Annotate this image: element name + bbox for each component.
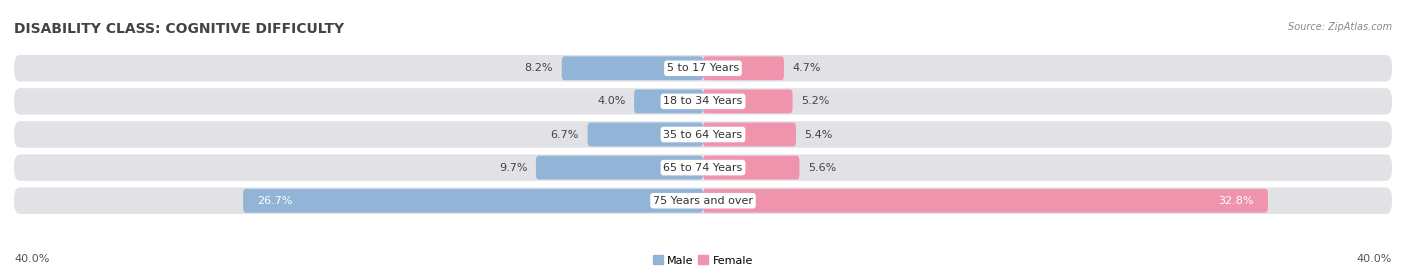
Text: 4.7%: 4.7% [793, 63, 821, 73]
Text: 8.2%: 8.2% [524, 63, 553, 73]
FancyBboxPatch shape [14, 187, 1392, 214]
Text: 75 Years and over: 75 Years and over [652, 196, 754, 206]
FancyBboxPatch shape [703, 189, 1268, 213]
Text: 5.6%: 5.6% [808, 162, 837, 173]
Text: 40.0%: 40.0% [1357, 254, 1392, 264]
Text: 5.2%: 5.2% [801, 96, 830, 107]
FancyBboxPatch shape [588, 123, 703, 146]
Text: 40.0%: 40.0% [14, 254, 49, 264]
Text: 26.7%: 26.7% [257, 196, 292, 206]
Text: 32.8%: 32.8% [1219, 196, 1254, 206]
FancyBboxPatch shape [703, 56, 785, 80]
FancyBboxPatch shape [703, 123, 796, 146]
FancyBboxPatch shape [243, 189, 703, 213]
FancyBboxPatch shape [14, 88, 1392, 115]
Text: 35 to 64 Years: 35 to 64 Years [664, 129, 742, 140]
Text: 18 to 34 Years: 18 to 34 Years [664, 96, 742, 107]
Text: 6.7%: 6.7% [551, 129, 579, 140]
FancyBboxPatch shape [562, 56, 703, 80]
FancyBboxPatch shape [536, 156, 703, 179]
FancyBboxPatch shape [14, 154, 1392, 181]
FancyBboxPatch shape [703, 90, 793, 113]
Text: 5.4%: 5.4% [804, 129, 832, 140]
FancyBboxPatch shape [703, 156, 800, 179]
Legend: Male, Female: Male, Female [648, 251, 758, 269]
Text: Source: ZipAtlas.com: Source: ZipAtlas.com [1288, 22, 1392, 31]
FancyBboxPatch shape [14, 55, 1392, 82]
Text: 65 to 74 Years: 65 to 74 Years [664, 162, 742, 173]
Text: 4.0%: 4.0% [598, 96, 626, 107]
FancyBboxPatch shape [14, 121, 1392, 148]
Text: 9.7%: 9.7% [499, 162, 527, 173]
Text: 5 to 17 Years: 5 to 17 Years [666, 63, 740, 73]
Text: DISABILITY CLASS: COGNITIVE DIFFICULTY: DISABILITY CLASS: COGNITIVE DIFFICULTY [14, 22, 344, 36]
FancyBboxPatch shape [634, 90, 703, 113]
